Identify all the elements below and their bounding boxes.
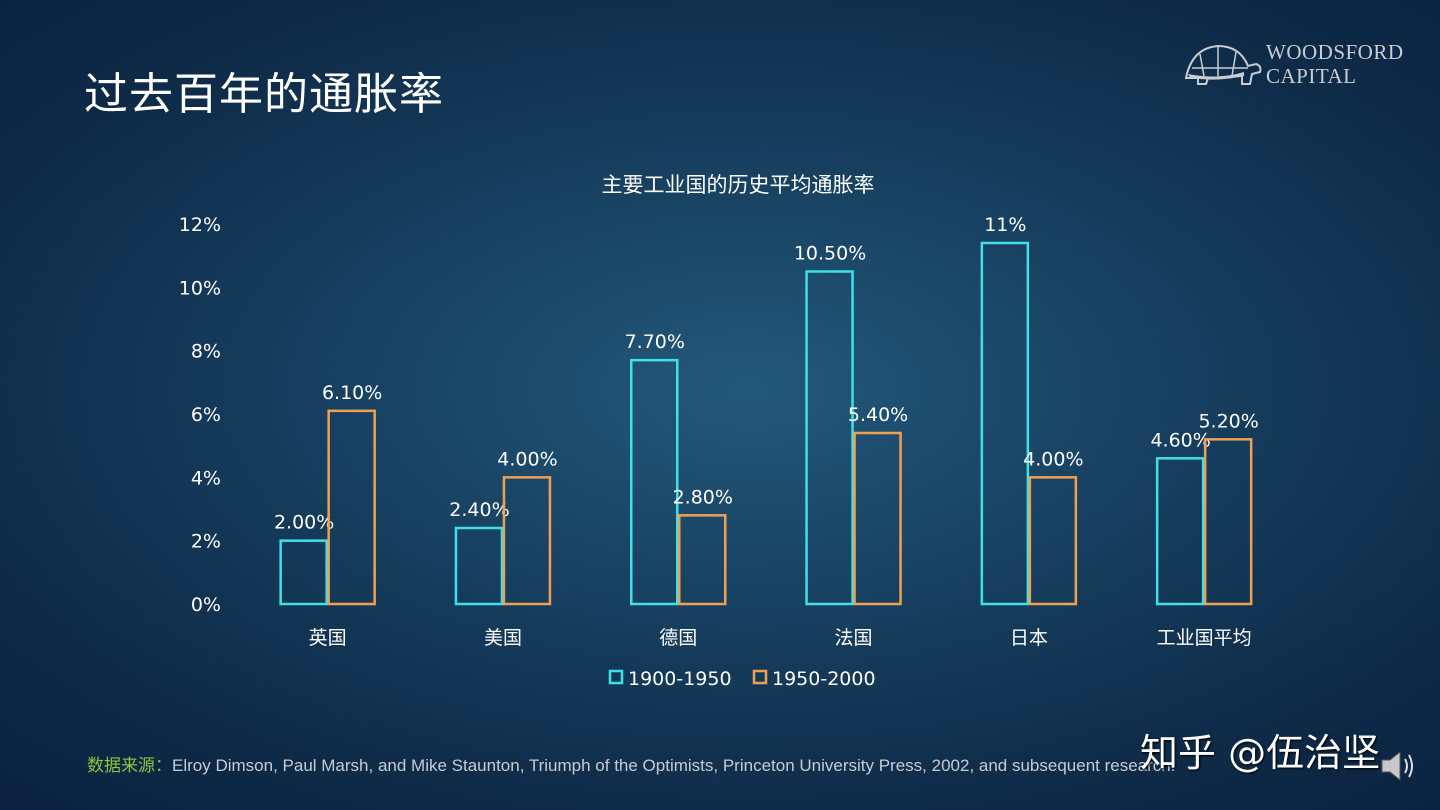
bar-1900-1950-工业国平均: [1155, 457, 1205, 606]
data-label: 5.20%: [1198, 410, 1258, 432]
data-label: 2.40%: [449, 499, 509, 521]
data-label: 2.80%: [673, 486, 733, 508]
data-label: 10.50%: [794, 243, 866, 265]
logo-line1: WOODSFORD: [1266, 40, 1404, 64]
y-tick-label: 0%: [191, 594, 221, 616]
chart-title: 主要工业国的历史平均通胀率: [602, 173, 875, 197]
bar-1900-1950-日本: [980, 241, 1030, 606]
bar-1900-1950-德国: [630, 358, 679, 606]
bar-1950-2000-美国: [502, 476, 552, 606]
tortoise-logo-icon: [1184, 44, 1262, 85]
legend-label: 1900-1950: [628, 668, 732, 690]
watermark: 知乎 @伍治坚: [1140, 731, 1381, 775]
bar-1950-2000-英国: [327, 409, 376, 606]
x-tick-label: 日本: [1010, 627, 1048, 649]
slide-title: 过去百年的通胀率: [84, 69, 444, 120]
data-label: 7.70%: [625, 331, 685, 353]
speaker-icon[interactable]: [1378, 748, 1418, 784]
bar-1900-1950-美国: [454, 526, 504, 606]
bar-1950-2000-日本: [1028, 476, 1078, 606]
data-label: 4.60%: [1150, 429, 1210, 451]
data-label: 4.00%: [1023, 448, 1083, 470]
logo-line2: CAPITAL: [1266, 64, 1357, 88]
x-tick-label: 工业国平均: [1157, 627, 1252, 649]
data-label: 2.00%: [274, 512, 334, 534]
y-tick-label: 2%: [191, 531, 221, 553]
y-tick-label: 10%: [179, 277, 221, 299]
source-label: 数据来源：: [87, 756, 172, 775]
x-tick-label: 法国: [835, 627, 873, 649]
legend-label: 1950-2000: [772, 668, 876, 690]
y-tick-label: 6%: [191, 404, 221, 426]
bar-1950-2000-德国: [678, 514, 727, 606]
data-label: 6.10%: [322, 382, 382, 404]
data-label: 4.00%: [497, 448, 557, 470]
data-label: 5.40%: [848, 404, 908, 426]
bar-1900-1950-英国: [279, 539, 328, 606]
x-tick-label: 英国: [309, 627, 347, 649]
y-tick-label: 4%: [191, 467, 221, 489]
source-text: Elroy Dimson, Paul Marsh, and Mike Staun…: [172, 756, 1176, 775]
bar-1950-2000-法国: [853, 431, 902, 606]
y-tick-label: 12%: [179, 214, 221, 236]
data-label: 11%: [984, 214, 1026, 236]
y-tick-label: 8%: [191, 341, 221, 363]
bar-1900-1950-法国: [805, 270, 854, 606]
x-tick-label: 德国: [659, 627, 697, 649]
legend-swatch: [608, 669, 624, 685]
bar-1950-2000-工业国平均: [1203, 438, 1253, 606]
legend-swatch: [752, 669, 768, 685]
source-note: 数据来源：Elroy Dimson, Paul Marsh, and Mike …: [87, 751, 1175, 776]
woodsford-logo: WOODSFORD CAPITAL: [1178, 40, 1408, 90]
x-tick-label: 美国: [484, 627, 522, 649]
